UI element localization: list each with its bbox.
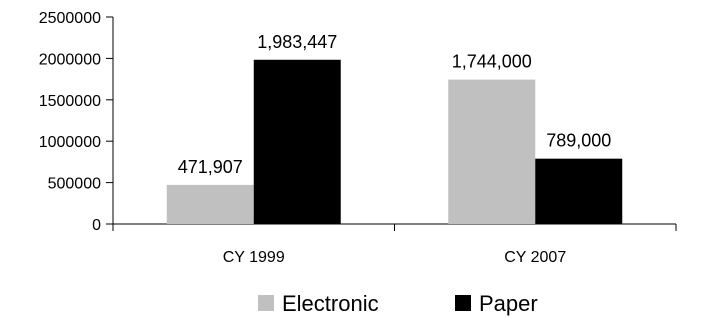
bar-paper-2 xyxy=(535,158,623,224)
y-tick-label: 1500000 xyxy=(39,93,101,110)
legend-label-electronic: Electronic xyxy=(282,291,379,316)
chart-bars xyxy=(166,59,623,225)
bar-electronic-1 xyxy=(166,184,254,224)
data-label: 471,907 xyxy=(178,157,243,177)
legend-label-paper: Paper xyxy=(479,291,538,316)
y-tick-label: 500000 xyxy=(48,176,101,193)
y-tick-label: 2500000 xyxy=(39,10,101,27)
x-category-label: CY 2007 xyxy=(504,249,566,266)
y-tick-label: 0 xyxy=(92,217,101,234)
chart-data-labels: 471,907 1,983,447 1,744,000 789,000 xyxy=(178,32,612,177)
data-label: 1,744,000 xyxy=(452,52,532,72)
data-label: 1,983,447 xyxy=(257,32,337,52)
y-tick-label: 1000000 xyxy=(39,134,101,151)
y-tick-label: 2000000 xyxy=(39,51,101,68)
data-label: 789,000 xyxy=(546,131,611,151)
chart-axes: 0 500000 1000000 1500000 2000000 2500000 CY 19… xyxy=(39,10,677,266)
bar-electronic-2 xyxy=(448,79,536,224)
bar-paper-1 xyxy=(253,59,341,225)
x-category-label: CY 1999 xyxy=(223,249,285,266)
legend-swatch-paper xyxy=(455,295,471,311)
legend-swatch-electronic xyxy=(258,295,274,311)
chart-legend: Electronic Paper xyxy=(258,291,538,316)
